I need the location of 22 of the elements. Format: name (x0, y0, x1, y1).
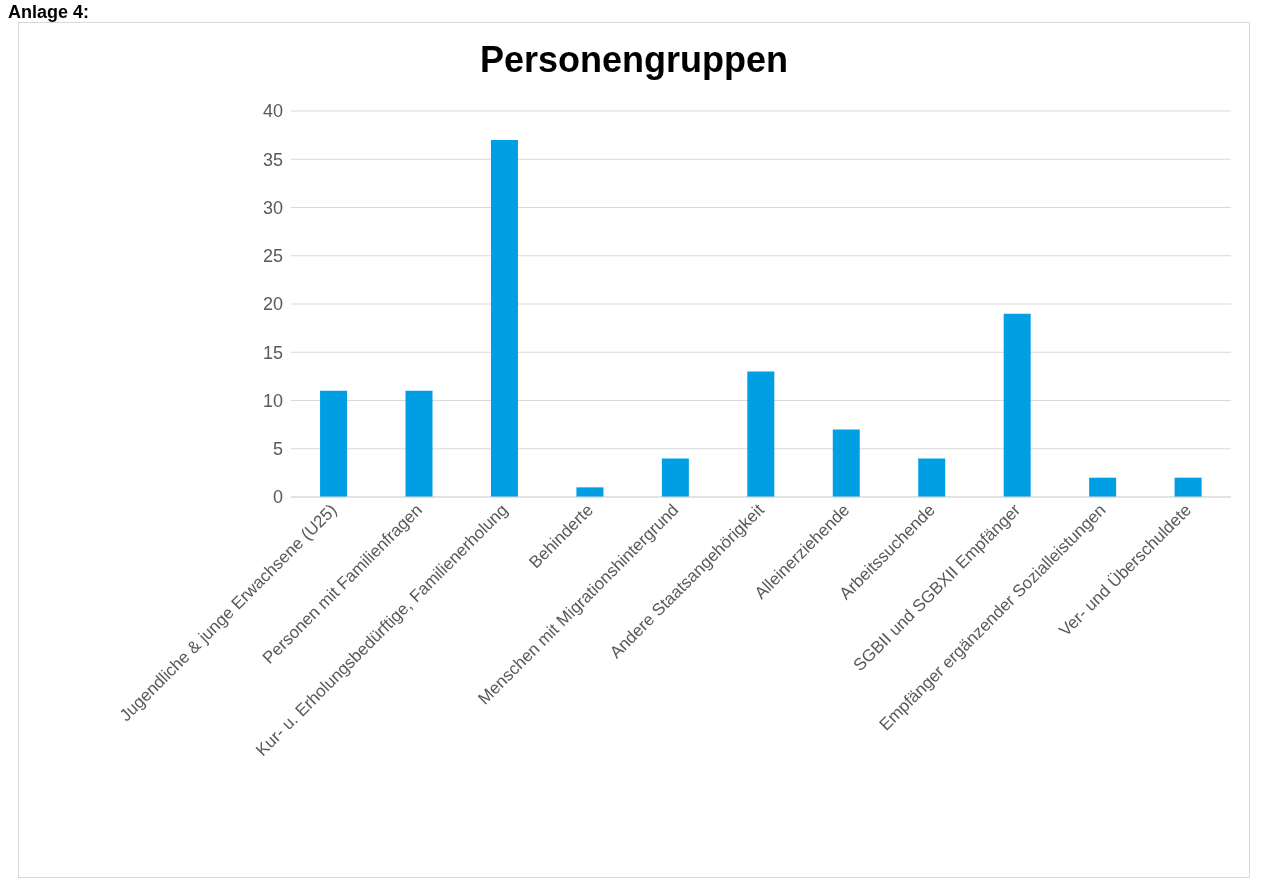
y-tick-label: 5 (272, 439, 283, 460)
y-tick-label: 30 (262, 197, 283, 218)
bar (832, 429, 860, 497)
bar (1174, 477, 1202, 497)
y-tick-label: 20 (262, 294, 283, 315)
y-tick-label: 0 (272, 487, 283, 508)
bar (405, 390, 433, 497)
y-tick-label: 25 (262, 246, 283, 267)
bar (661, 458, 689, 497)
bar (1003, 313, 1031, 497)
bar (747, 371, 775, 497)
bar (1089, 477, 1117, 497)
y-tick-label: 40 (262, 101, 283, 122)
bar (490, 139, 518, 497)
bar (918, 458, 946, 497)
y-tick-label: 35 (262, 149, 283, 170)
bar (576, 487, 604, 497)
y-tick-label: 15 (262, 342, 283, 363)
text: Anlage 4: (8, 2, 90, 22)
y-tick-label: 10 (262, 390, 283, 411)
chart-title: Personengruppen (478, 39, 789, 81)
bar (320, 390, 348, 497)
